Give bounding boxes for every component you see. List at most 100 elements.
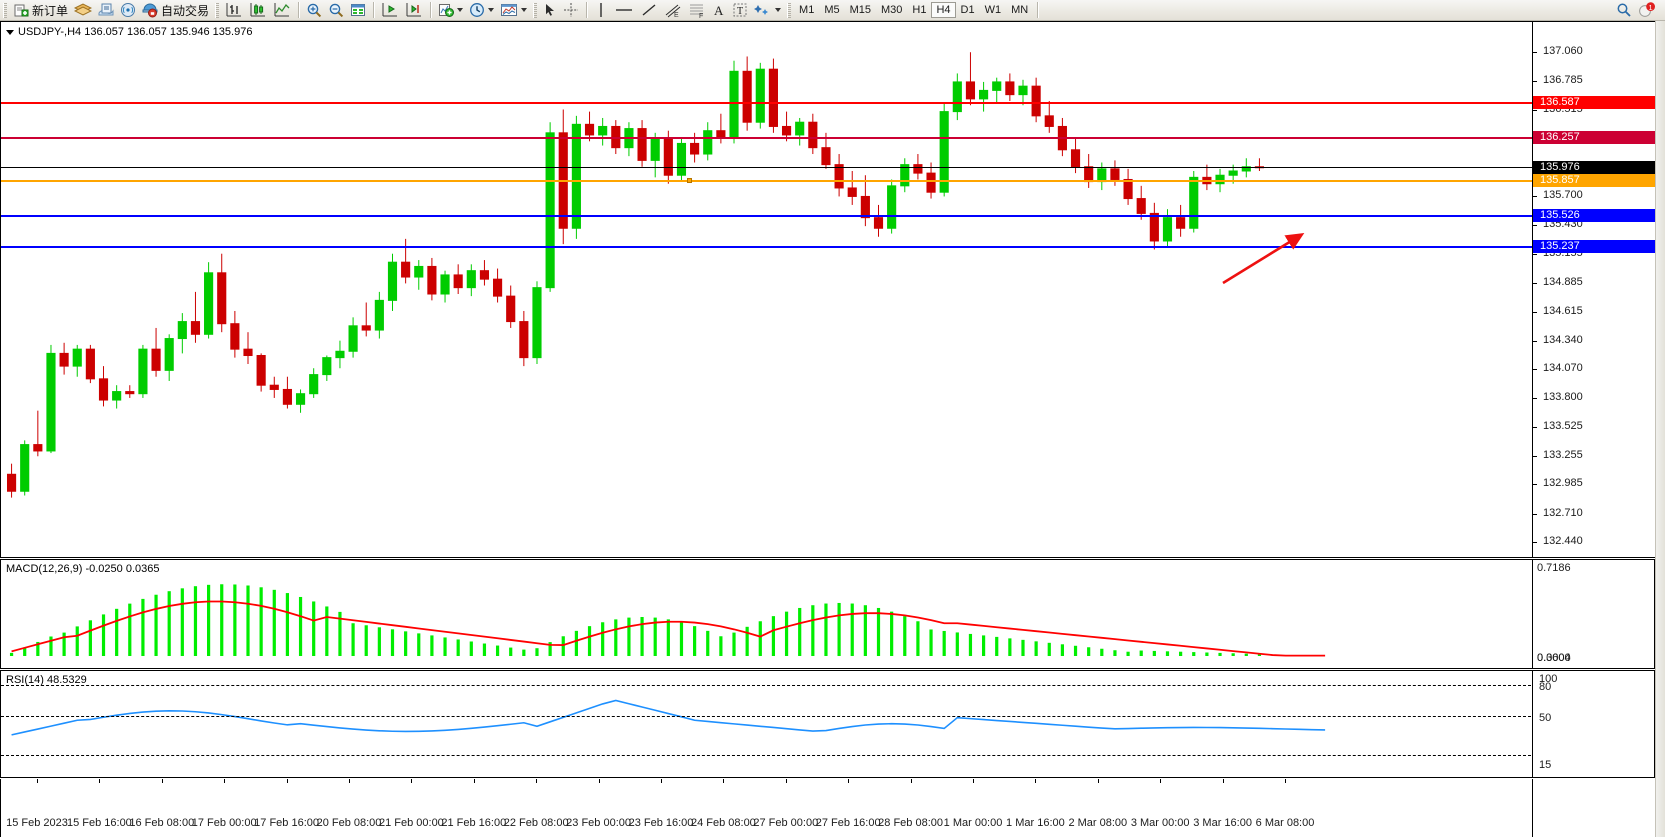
wallet-button[interactable] [71,1,95,20]
price-tick [1533,225,1537,227]
horizontal-line-button[interactable] [611,1,637,20]
time-tick [973,779,974,783]
hline-resistance-2[interactable] [1,137,1532,140]
timeframe-mn[interactable]: MN [1011,4,1029,16]
hline-entry[interactable] [1,179,1532,182]
toolbar-separator-4 [586,2,588,18]
chevron-down-icon-4[interactable] [775,8,782,12]
hline-current-price[interactable] [1,167,1532,169]
terminal-button[interactable] [95,1,117,20]
fibonacci-button[interactable]: F [685,1,709,20]
price-tick-label: 137.060 [1543,45,1583,58]
trendline-icon [640,2,658,18]
timeframe-m1[interactable]: M1 [799,4,815,16]
chart-shift-button[interactable] [378,1,402,20]
auto-trading-button[interactable]: 自动交易 [139,1,212,20]
text-label-button[interactable]: T [729,1,751,20]
price-tick-label: 132.440 [1543,535,1583,548]
zoom-in-button[interactable] [303,1,325,20]
equidistant-channel-button[interactable]: E [661,1,685,20]
timeframe-h4[interactable]: H4 [931,2,956,18]
line-chart-button[interactable] [270,1,294,20]
search-button[interactable] [1613,1,1635,20]
time-tick [1285,779,1286,783]
period-button[interactable] [466,1,497,20]
time-tick [224,779,226,783]
trendline-button[interactable] [637,1,661,20]
shapes-button[interactable] [751,1,784,20]
price-tick [1533,542,1537,544]
hline-support-2[interactable] [1,245,1532,248]
vertical-scrollbar[interactable] [1655,21,1665,837]
time-tick [37,779,38,783]
timeframe-w1[interactable]: W1 [984,4,1002,16]
toolbar-grip[interactable] [3,2,7,18]
time-tick [910,779,912,783]
macd-pane[interactable]: MACD(12,26,9) -0.0250 0.0365 [0,559,1532,669]
rsi-level-50 [1,716,1531,717]
chart-menu-triangle-icon[interactable] [6,29,14,35]
toolbar-separator-2 [373,2,375,18]
macd-label: MACD(12,26,9) -0.0250 0.0365 [6,563,160,575]
auto-scroll-button[interactable] [402,1,426,20]
rsi-axis: 100 80 50 15 [1532,670,1655,778]
entry-line-handle[interactable] [687,177,692,183]
time-tick [661,779,662,783]
bar-chart-button[interactable] [222,1,246,20]
resistance-2-label[interactable]: 136.257 [1533,131,1656,145]
toolbar-grip-3[interactable] [533,2,538,18]
price-tick-label: 134.885 [1543,275,1583,288]
hline-support-1[interactable] [1,214,1532,217]
price-tick-label: 133.525 [1543,420,1583,433]
price-chart-pane[interactable]: USDJPY-,H4 136.057 136.057 135.946 135.9… [0,21,1532,558]
price-tick [1533,254,1537,256]
notification-button[interactable]: 1 [1635,1,1659,20]
chevron-down-icon-3[interactable] [521,8,528,12]
time-tick [349,779,350,783]
time-tick-label: 24 Feb 08:00 [690,817,756,829]
chevron-down-icon[interactable] [457,8,464,12]
timeframe-m30[interactable]: M30 [881,4,903,16]
candlestick-chart-button[interactable] [246,1,270,20]
rsi-pane[interactable]: RSI(14) 48.5329 [0,670,1532,778]
time-tick [286,779,288,783]
text-button[interactable]: A [709,1,729,20]
new-order-button[interactable]: 新订单 [10,1,71,20]
time-tick-label: 17 Feb 16:00 [254,817,320,829]
signals-button[interactable] [117,1,139,20]
timeframe-h1[interactable]: H1 [912,4,927,16]
time-tick-label: 27 Feb 16:00 [815,817,881,829]
time-tick [99,779,101,783]
crosshair-button[interactable] [560,1,582,20]
chevron-down-icon-2[interactable] [488,8,495,12]
timeframe-m15[interactable]: M15 [849,4,871,16]
vertical-line-button[interactable] [591,1,611,20]
indicators-button[interactable] [435,1,466,20]
hline-resistance-1[interactable] [1,102,1532,105]
data-window-button[interactable] [347,1,369,20]
current-price-label[interactable]: 135.976 [1533,161,1656,175]
support-1-label[interactable]: 135.526 [1533,208,1656,222]
support-2-label[interactable]: 135.237 [1533,239,1656,253]
price-tick-label: 135.700 [1543,189,1583,202]
resistance-1-label[interactable]: 136.587 [1533,96,1656,110]
svg-text:T: T [737,6,743,17]
zoom-out-icon [328,2,344,18]
notification-icon: 1 [1638,1,1656,19]
timeframe-m5[interactable]: M5 [824,4,840,16]
vertical-line-icon [594,2,608,18]
toolbar-grip-2[interactable] [215,2,220,18]
price-tick [1533,340,1537,342]
price-axis[interactable]: 137.060136.785136.515135.700135.430135.1… [1532,21,1656,558]
time-tick [473,779,475,783]
toolbar-grip-4[interactable] [787,2,792,18]
auto-trading-icon [142,2,158,18]
time-tick [411,779,413,783]
entry-level-label[interactable]: 135.857 [1533,173,1656,187]
zoom-out-button[interactable] [325,1,347,20]
cursor-button[interactable] [540,1,560,20]
timeframe-d1[interactable]: D1 [960,4,975,16]
equidistant-channel-icon: E [664,2,682,18]
templates-button[interactable] [497,1,530,20]
time-tick-label: 21 Feb 16:00 [441,817,507,829]
